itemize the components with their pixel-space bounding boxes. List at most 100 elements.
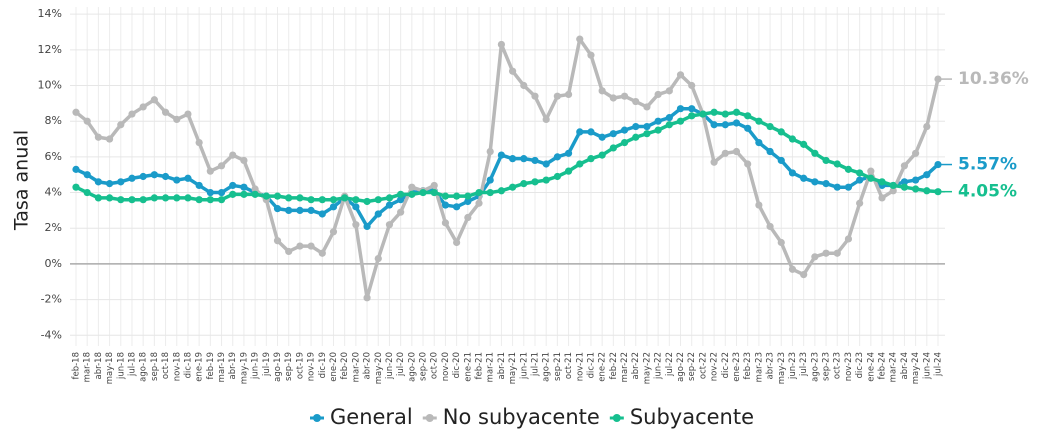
data-point: [766, 147, 774, 156]
x-tick-label: ene-19: [195, 352, 205, 382]
data-point: [150, 96, 158, 104]
x-tick-label: sep-18: [150, 352, 160, 381]
data-point: [128, 174, 136, 182]
data-point: [553, 153, 561, 161]
x-tick-label: dic-19: [318, 352, 328, 378]
x-tick-label: sep-23: [822, 352, 832, 381]
data-point: [811, 253, 819, 261]
data-point: [251, 185, 259, 193]
x-tick-label: jun-21: [519, 352, 529, 380]
data-point: [609, 94, 617, 102]
x-tick-label: jul-18: [127, 352, 137, 377]
data-point: [508, 155, 517, 163]
data-point: [587, 155, 595, 163]
data-point: [508, 183, 517, 191]
data-point: [385, 194, 394, 202]
data-point: [441, 201, 450, 209]
data-point: [475, 188, 483, 197]
data-point: [285, 247, 293, 256]
data-point: [486, 176, 494, 184]
data-point: [598, 151, 606, 159]
data-point: [430, 181, 438, 190]
data-point: [531, 92, 539, 100]
data-point: [542, 115, 550, 124]
data-point: [889, 181, 897, 190]
data-point: [542, 176, 550, 184]
data-point: [352, 196, 360, 204]
x-tick-label: oct-21: [564, 352, 574, 379]
data-point: [777, 128, 785, 136]
data-point: [150, 171, 158, 179]
data-point: [900, 183, 909, 191]
x-tick-label: mar-19: [217, 352, 227, 382]
data-point: [318, 210, 326, 218]
data-point: [128, 110, 136, 118]
data-point: [822, 156, 830, 165]
data-point: [755, 139, 763, 147]
data-point: [161, 108, 170, 116]
x-tick-label: ene-21: [463, 352, 473, 382]
data-point: [240, 156, 248, 165]
data-point: [94, 133, 102, 141]
data-point: [307, 242, 315, 250]
data-point: [609, 144, 617, 152]
value-label: 10.36%: [958, 69, 1029, 89]
data-point: [777, 238, 785, 247]
data-point: [464, 197, 472, 206]
x-tick-label: mar-18: [83, 352, 93, 382]
x-tick-label: oct-22: [698, 352, 708, 379]
x-tick-label: may-24: [911, 352, 921, 384]
x-tick-label: oct-20: [430, 352, 440, 379]
data-point: [318, 249, 326, 257]
x-tick-label: oct-19: [295, 352, 305, 379]
x-tick-label: ago-18: [139, 352, 149, 382]
data-point: [206, 196, 214, 204]
data-point: [811, 178, 819, 186]
data-point: [766, 222, 774, 231]
data-point: [117, 196, 125, 204]
data-point: [240, 190, 248, 198]
data-point: [553, 92, 561, 100]
data-point: [83, 117, 91, 125]
x-tick-label: nov-23: [844, 352, 854, 381]
data-point: [285, 206, 293, 214]
data-point: [721, 121, 729, 129]
legend-swatch: [313, 414, 321, 422]
data-point: [173, 194, 181, 202]
data-point: [195, 196, 203, 204]
x-tick-label: ene-22: [598, 352, 608, 382]
data-point: [844, 165, 853, 173]
y-tick-label: 12%: [38, 43, 62, 56]
data-point: [912, 149, 920, 157]
data-point: [788, 169, 797, 177]
data-point: [564, 90, 573, 99]
data-point: [195, 181, 203, 190]
legend: General No subyacente Subyacente: [310, 405, 754, 429]
data-point: [341, 194, 349, 202]
y-tick-label: 10%: [38, 79, 62, 92]
x-tick-label: oct-18: [161, 352, 171, 379]
y-tick-label: 2%: [45, 221, 62, 234]
data-point: [441, 192, 450, 200]
data-point: [329, 228, 338, 236]
data-point: [856, 176, 864, 184]
data-point: [699, 110, 707, 118]
data-point: [307, 206, 315, 214]
data-point: [721, 110, 729, 118]
x-tick-label: jul-24: [934, 352, 944, 377]
data-point: [296, 206, 304, 214]
x-tick-label: ago-20: [407, 352, 417, 382]
x-tick-label: mar-20: [351, 352, 361, 382]
x-tick-label: sep-21: [553, 352, 563, 381]
y-tick-label: 6%: [45, 150, 62, 163]
x-tick-label: feb-19: [206, 352, 216, 380]
data-point: [531, 178, 539, 186]
data-point: [654, 90, 662, 99]
data-point: [844, 183, 853, 191]
x-tick-label: nov-22: [710, 352, 720, 381]
data-point: [744, 160, 752, 168]
x-tick-label: abr-18: [94, 352, 104, 379]
data-point: [72, 108, 80, 116]
x-tick-label: dic-18: [183, 352, 193, 378]
data-point: [139, 103, 147, 111]
